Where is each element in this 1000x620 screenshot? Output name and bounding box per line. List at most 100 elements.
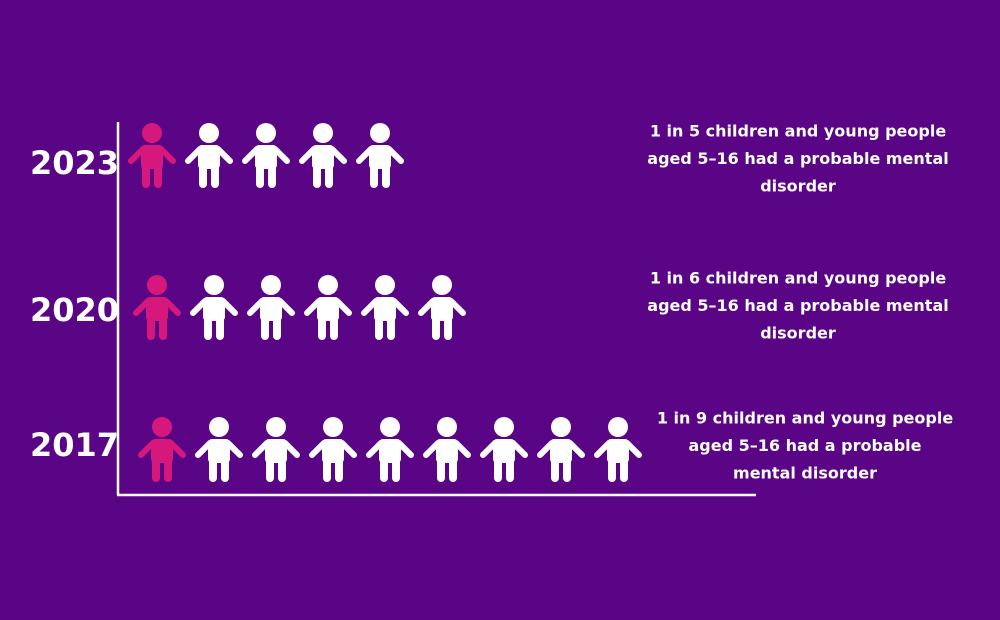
icon-head — [370, 123, 390, 143]
icon-torso — [260, 297, 282, 321]
icon-head — [209, 417, 229, 437]
icon-arms — [185, 146, 233, 164]
icon-arms — [252, 440, 300, 458]
person-icon — [480, 417, 528, 482]
icon-leg — [278, 458, 286, 482]
annotation: 1 in 6 children and young people — [650, 269, 947, 288]
icon-torso — [265, 439, 287, 463]
icon-leg — [318, 316, 326, 340]
icon-leg — [335, 458, 343, 482]
icon-head — [375, 275, 395, 295]
icon-leg — [620, 458, 628, 482]
icon-torso — [322, 439, 344, 463]
person-icon — [366, 417, 414, 482]
person-icon — [594, 417, 642, 482]
icon-torso — [151, 439, 173, 463]
icon-head — [323, 417, 343, 437]
person-icon — [304, 275, 352, 340]
icon-head — [608, 417, 628, 437]
person-icon — [138, 417, 186, 482]
annotation: 1 in 5 children and young people — [650, 122, 947, 141]
person-icon — [185, 123, 233, 188]
person-icon — [242, 123, 290, 188]
icon-torso — [198, 145, 220, 169]
icon-leg — [370, 164, 378, 188]
icon-arms — [418, 298, 466, 316]
annotation: aged 5–16 had a probable mental — [647, 296, 948, 315]
icon-leg — [204, 316, 212, 340]
icon-leg — [142, 164, 150, 188]
icon-torso — [208, 439, 230, 463]
icon-leg — [437, 458, 445, 482]
icon-arms — [423, 440, 471, 458]
icon-head — [380, 417, 400, 437]
icon-head — [266, 417, 286, 437]
icon-leg — [261, 316, 269, 340]
icon-torso — [255, 145, 277, 169]
icon-leg — [323, 458, 331, 482]
icon-leg — [325, 164, 333, 188]
icon-torso — [312, 145, 334, 169]
icon-torso — [146, 297, 168, 321]
annotation: aged 5–16 had a probable — [688, 436, 921, 455]
icon-arms — [195, 440, 243, 458]
icon-leg — [392, 458, 400, 482]
icon-leg — [380, 458, 388, 482]
icon-leg — [152, 458, 160, 482]
icon-arms — [304, 298, 352, 316]
icon-leg — [209, 458, 217, 482]
icon-arms — [133, 298, 181, 316]
icon-arms — [128, 146, 176, 164]
icon-torso — [369, 145, 391, 169]
icon-arms — [356, 146, 404, 164]
icon-leg — [494, 458, 502, 482]
annotation: 1 in 9 children and young people — [657, 409, 954, 428]
icon-torso — [550, 439, 572, 463]
icon-leg — [266, 458, 274, 482]
icon-leg — [375, 316, 383, 340]
icon-leg — [221, 458, 229, 482]
icon-head — [318, 275, 338, 295]
icon-torso — [379, 439, 401, 463]
person-icon — [423, 417, 471, 482]
person-icon — [356, 123, 404, 188]
icon-leg — [330, 316, 338, 340]
icon-leg — [268, 164, 276, 188]
icon-head — [437, 417, 457, 437]
icon-arms — [594, 440, 642, 458]
person-icon — [361, 275, 409, 340]
icon-leg — [313, 164, 321, 188]
icon-arms — [299, 146, 347, 164]
icon-arms — [190, 298, 238, 316]
icon-leg — [147, 316, 155, 340]
icon-leg — [154, 164, 162, 188]
person-icon — [195, 417, 243, 482]
icon-head — [494, 417, 514, 437]
icon-torso — [141, 145, 163, 169]
icon-torso — [203, 297, 225, 321]
icon-head — [256, 123, 276, 143]
icon-leg — [449, 458, 457, 482]
person-icon — [537, 417, 585, 482]
person-icon — [190, 275, 238, 340]
icon-leg — [159, 316, 167, 340]
icon-head — [551, 417, 571, 437]
year-label: 2023 — [30, 144, 119, 182]
person-icon — [309, 417, 357, 482]
year-label: 2020 — [30, 291, 119, 329]
annotation: disorder — [760, 177, 836, 196]
icon-arms — [309, 440, 357, 458]
icon-torso — [431, 297, 453, 321]
icon-leg — [551, 458, 559, 482]
icon-row — [138, 417, 642, 482]
icon-leg — [382, 164, 390, 188]
person-icon — [133, 275, 181, 340]
icon-torso — [607, 439, 629, 463]
icon-head — [261, 275, 281, 295]
icon-arms — [242, 146, 290, 164]
icon-leg — [256, 164, 264, 188]
annotation: mental disorder — [733, 464, 877, 483]
person-icon — [247, 275, 295, 340]
icon-arms — [366, 440, 414, 458]
